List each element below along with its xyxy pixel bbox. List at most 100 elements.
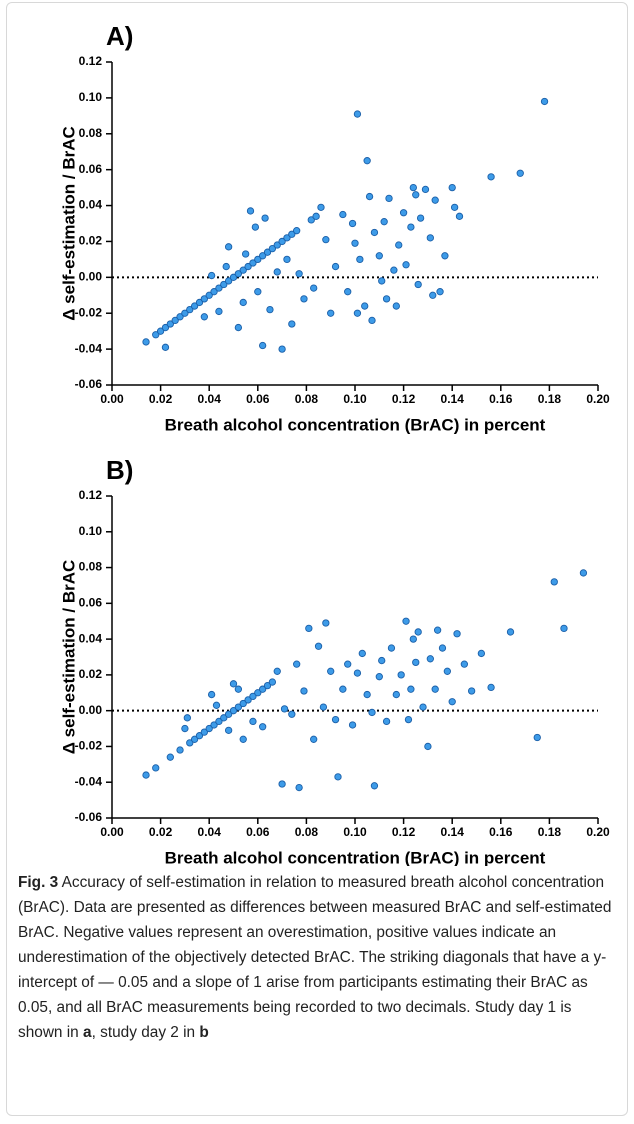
data-point <box>407 223 415 231</box>
data-point <box>516 169 524 177</box>
data-point <box>467 687 476 695</box>
data-point <box>443 667 451 675</box>
data-point <box>368 708 376 717</box>
data-point <box>166 753 174 761</box>
data-point <box>344 288 352 296</box>
data-point <box>363 690 371 699</box>
x-tick-label: 0.14 <box>441 392 465 406</box>
data-point <box>152 331 160 339</box>
y-axis-label: Δ self-estimation / BrAC <box>59 126 78 321</box>
data-point <box>195 732 204 740</box>
data-point <box>176 313 184 321</box>
data-point <box>224 710 233 718</box>
data-point <box>385 194 393 203</box>
data-point <box>431 196 439 204</box>
data-point <box>266 305 274 314</box>
caption-text: , study day 2 in <box>91 1024 200 1041</box>
data-point <box>424 742 432 751</box>
data-point <box>263 248 272 256</box>
data-point <box>322 235 330 244</box>
data-point <box>295 783 303 792</box>
data-point <box>426 655 434 663</box>
y-tick-label: 0.06 <box>79 162 103 176</box>
figure-frame <box>6 2 628 1116</box>
data-point <box>438 644 447 652</box>
y-tick-label: -0.06 <box>75 810 103 824</box>
data-point <box>579 569 588 577</box>
panel-title: A) <box>106 21 133 51</box>
x-tick-label: 0.06 <box>246 825 270 839</box>
data-point <box>448 698 456 706</box>
data-point <box>293 660 301 668</box>
data-point <box>399 209 408 217</box>
data-point <box>390 266 398 274</box>
data-point <box>186 305 194 314</box>
data-point <box>234 323 243 332</box>
x-tick-label: 0.02 <box>149 825 173 839</box>
panel-title: B) <box>106 455 133 485</box>
data-point <box>254 288 262 296</box>
data-point <box>378 277 386 285</box>
data-point <box>156 327 165 335</box>
data-point <box>560 624 568 633</box>
data-point <box>246 207 255 215</box>
data-point <box>370 782 379 790</box>
data-point <box>365 192 374 201</box>
data-point <box>268 244 277 253</box>
x-tick-label: 0.04 <box>198 392 222 406</box>
data-point <box>207 690 216 699</box>
data-point <box>239 699 247 708</box>
data-point <box>533 733 541 742</box>
data-point <box>283 255 291 264</box>
data-point <box>402 617 410 625</box>
data-point <box>239 266 247 274</box>
data-point <box>190 735 199 743</box>
data-point <box>450 203 459 212</box>
y-tick-label: 0.12 <box>79 54 103 68</box>
data-point <box>455 212 464 220</box>
caption-body: Accuracy of self-estimation in relation … <box>18 874 612 1041</box>
data-point <box>375 252 383 260</box>
x-tick-label: 0.06 <box>246 392 270 406</box>
data-point <box>307 216 315 224</box>
data-point <box>339 210 347 219</box>
y-tick-label: 0.00 <box>79 703 103 717</box>
data-point <box>176 746 184 754</box>
y-tick-label: 0.02 <box>79 667 103 681</box>
data-point <box>229 680 238 688</box>
data-point <box>368 316 376 325</box>
x-tick-label: 0.14 <box>441 825 465 839</box>
data-point <box>207 271 216 280</box>
data-point <box>293 227 301 235</box>
data-point <box>351 239 359 247</box>
data-point <box>310 735 318 743</box>
data-point <box>222 262 230 271</box>
y-tick-label: 0.02 <box>79 234 103 248</box>
data-point <box>244 262 252 271</box>
data-point <box>409 183 417 192</box>
data-point <box>327 309 335 317</box>
data-point <box>402 261 410 269</box>
data-point <box>441 252 449 260</box>
data-point <box>453 630 461 638</box>
data-point <box>487 173 495 181</box>
data-point <box>540 97 549 106</box>
y-tick-label: 0.10 <box>79 90 103 104</box>
data-point <box>215 307 223 316</box>
data-point <box>166 320 174 328</box>
x-tick-label: 0.08 <box>295 825 319 839</box>
figure: A) -0.06 -0.04 -0.02 0.00 0.02 0.04 0.06 0.08 0.1… <box>59 21 610 866</box>
data-point <box>419 703 427 711</box>
data-point <box>317 203 325 212</box>
y-tick-label: 0.00 <box>79 270 103 284</box>
data-point <box>331 262 340 271</box>
y-axis-label: Δ self-estimation / BrAC <box>59 560 78 755</box>
data-point <box>412 658 420 667</box>
data-point <box>392 302 400 310</box>
data-point <box>477 649 486 658</box>
data-point <box>205 724 213 733</box>
data-point <box>353 669 362 677</box>
data-point <box>161 323 170 332</box>
x-tick-label: 0.16 <box>489 825 513 839</box>
